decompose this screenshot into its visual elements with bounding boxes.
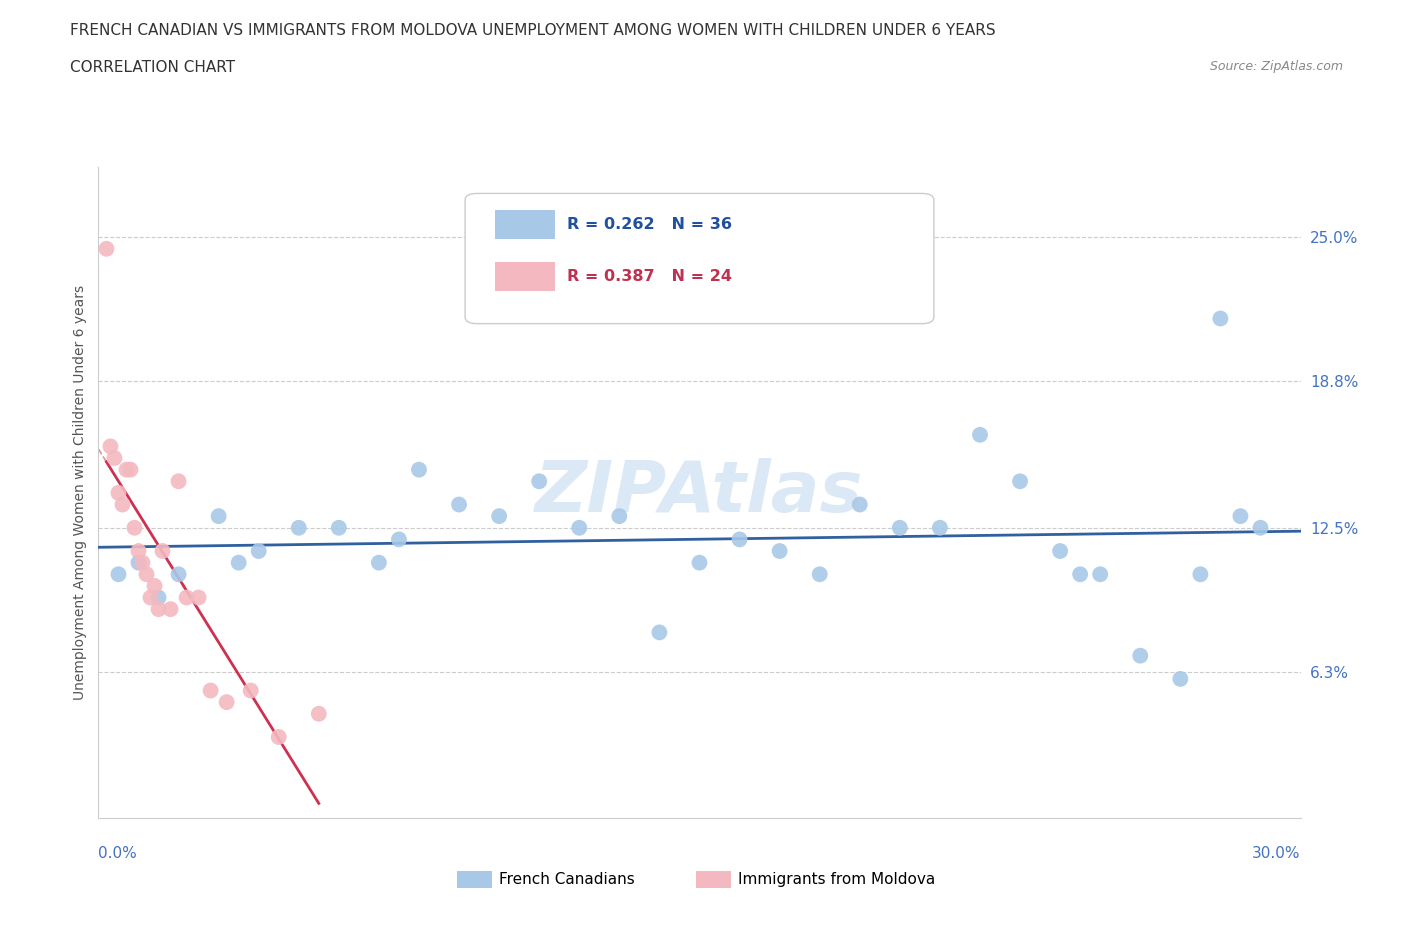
Point	[288, 521, 311, 536]
Point	[447, 498, 470, 512]
Point	[1129, 648, 1152, 663]
Point	[889, 521, 911, 536]
Point	[728, 532, 751, 547]
Point	[1170, 671, 1192, 686]
Point	[135, 567, 157, 582]
Point	[124, 521, 146, 536]
Point	[247, 544, 270, 559]
Text: R = 0.262   N = 36: R = 0.262 N = 36	[567, 218, 733, 232]
Point	[529, 474, 551, 489]
Point	[1229, 509, 1251, 524]
Point	[609, 509, 631, 524]
Point	[239, 684, 262, 698]
Text: R = 0.387   N = 24: R = 0.387 N = 24	[567, 270, 733, 285]
Text: Source: ZipAtlas.com: Source: ZipAtlas.com	[1209, 60, 1343, 73]
Point	[228, 555, 250, 570]
Point	[152, 544, 174, 559]
Point	[215, 695, 238, 710]
Point	[408, 462, 430, 477]
Text: FRENCH CANADIAN VS IMMIGRANTS FROM MOLDOVA UNEMPLOYMENT AMONG WOMEN WITH CHILDRE: FRENCH CANADIAN VS IMMIGRANTS FROM MOLDO…	[70, 23, 995, 38]
Point	[1069, 567, 1091, 582]
Point	[388, 532, 411, 547]
Point	[107, 485, 129, 500]
Point	[368, 555, 391, 570]
Y-axis label: Unemployment Among Women with Children Under 6 years: Unemployment Among Women with Children U…	[73, 286, 87, 700]
Text: ZIPAtlas: ZIPAtlas	[536, 458, 863, 527]
Text: CORRELATION CHART: CORRELATION CHART	[70, 60, 235, 75]
Point	[1049, 544, 1071, 559]
Point	[115, 462, 138, 477]
Point	[107, 567, 129, 582]
Point	[929, 521, 952, 536]
Point	[1010, 474, 1032, 489]
Bar	[495, 262, 555, 291]
Point	[267, 730, 290, 745]
Point	[1209, 312, 1232, 326]
Point	[128, 544, 150, 559]
Text: Immigrants from Moldova: Immigrants from Moldova	[738, 872, 935, 887]
Point	[568, 521, 591, 536]
Point	[139, 591, 162, 605]
Point	[969, 428, 991, 443]
Point	[488, 509, 510, 524]
Point	[111, 498, 134, 512]
Point	[208, 509, 231, 524]
Point	[120, 462, 142, 477]
Point	[648, 625, 671, 640]
Point	[328, 521, 350, 536]
Point	[103, 451, 125, 466]
Point	[100, 439, 122, 454]
Point	[96, 242, 118, 257]
Text: 0.0%: 0.0%	[98, 846, 138, 861]
Point	[308, 707, 330, 722]
Point	[167, 567, 190, 582]
Point	[1088, 567, 1111, 582]
Point	[1250, 521, 1272, 536]
Text: 30.0%: 30.0%	[1253, 846, 1301, 861]
Point	[167, 474, 190, 489]
Point	[148, 602, 170, 617]
Text: French Canadians: French Canadians	[499, 872, 636, 887]
Point	[143, 578, 166, 593]
Point	[148, 591, 170, 605]
Point	[808, 567, 831, 582]
Point	[187, 591, 209, 605]
Bar	[495, 210, 555, 239]
Point	[176, 591, 198, 605]
Point	[1189, 567, 1212, 582]
Point	[159, 602, 181, 617]
Point	[128, 555, 150, 570]
Point	[131, 555, 153, 570]
Point	[849, 498, 872, 512]
Point	[769, 544, 792, 559]
Point	[689, 555, 711, 570]
FancyBboxPatch shape	[465, 193, 934, 324]
Point	[200, 684, 222, 698]
